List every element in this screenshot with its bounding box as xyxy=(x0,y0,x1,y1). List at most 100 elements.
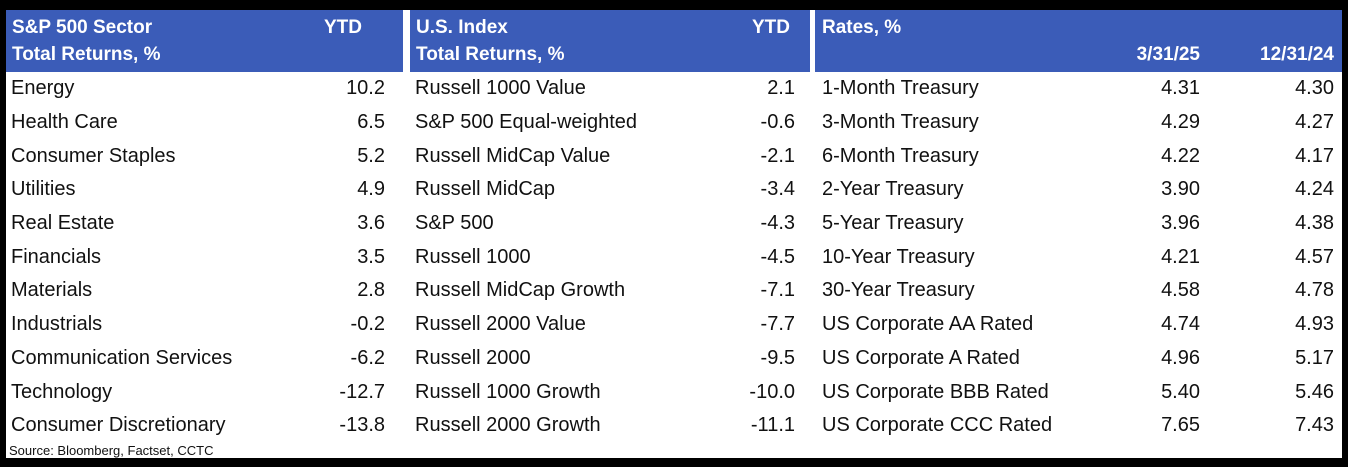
rates-table-header: Rates, % 3/31/25 12/31/24 xyxy=(815,10,1342,72)
row-label: Russell 1000 xyxy=(415,245,531,268)
row-value: 3.5 xyxy=(357,245,385,268)
row-value: 4.17 xyxy=(1295,144,1334,167)
row-value: 3.90 xyxy=(1161,178,1200,201)
table-row: Real Estate 3.6 xyxy=(6,207,403,241)
row-value: 2.1 xyxy=(767,77,795,100)
sector-table-title-line1: S&P 500 Sector xyxy=(12,17,153,38)
row-value: -3.4 xyxy=(760,178,795,201)
row-label: S&P 500 Equal-weighted xyxy=(415,111,638,134)
row-label: 3-Month Treasury xyxy=(822,111,979,134)
row-value: 3.96 xyxy=(1161,212,1200,235)
table-row: Utilities 4.9 xyxy=(6,173,403,207)
row-label: 30-Year Treasury xyxy=(822,279,975,302)
sector-table-title-line2: Total Returns, % xyxy=(12,44,161,65)
row-label: Energy xyxy=(11,77,75,100)
row-value: 4.38 xyxy=(1295,212,1334,235)
table-row: 30-Year Treasury 4.58 4.78 xyxy=(815,274,1342,308)
us-index-returns-table: U.S. Index Total Returns, % YTD Russell … xyxy=(410,10,810,458)
row-value: -13.8 xyxy=(339,414,385,437)
sector-table-title: S&P 500 Sector Total Returns, % xyxy=(6,10,272,72)
row-value: 5.17 xyxy=(1295,346,1334,369)
table-row: 2-Year Treasury 3.90 4.24 xyxy=(815,173,1342,207)
table-row: Consumer Staples 5.2 xyxy=(6,139,403,173)
rates-col-header-prior: 12/31/24 xyxy=(1260,44,1334,65)
row-value: -6.2 xyxy=(350,346,385,369)
row-label: 5-Year Treasury xyxy=(822,212,964,235)
row-value: 4.22 xyxy=(1161,144,1200,167)
row-label: Russell MidCap Value xyxy=(415,144,611,167)
row-label: Communication Services xyxy=(11,346,233,369)
table-row: US Corporate BBB Rated 5.40 5.46 xyxy=(815,375,1342,409)
row-label: US Corporate CCC Rated xyxy=(822,414,1053,437)
row-value: -12.7 xyxy=(339,380,385,403)
row-label: US Corporate AA Rated xyxy=(822,313,1034,336)
us-index-table-header: U.S. Index Total Returns, % YTD xyxy=(410,10,810,72)
spacer xyxy=(815,43,1090,67)
row-value: 4.57 xyxy=(1295,245,1334,268)
row-value: 4.31 xyxy=(1161,77,1200,100)
us-index-table-rows: Russell 1000 Value 2.1 S&P 500 Equal-weigh… xyxy=(410,72,810,443)
row-label: S&P 500 xyxy=(415,212,494,235)
row-label: Health Care xyxy=(11,111,118,134)
table-row: Russell 2000 -9.5 xyxy=(410,342,810,376)
row-value: -0.6 xyxy=(760,111,795,134)
table-row: Russell MidCap -3.4 xyxy=(410,173,810,207)
row-label: Russell 1000 Value xyxy=(415,77,586,100)
row-value: 7.43 xyxy=(1295,414,1334,437)
table-row: Financials 3.5 xyxy=(6,240,403,274)
row-label: Industrials xyxy=(11,313,103,336)
row-label: Consumer Staples xyxy=(11,144,176,167)
table-row: Russell MidCap Growth -7.1 xyxy=(410,274,810,308)
row-value: 4.24 xyxy=(1295,178,1334,201)
sector-table-header: S&P 500 Sector Total Returns, % YTD xyxy=(6,10,403,72)
table-row: Russell 2000 Growth -11.1 xyxy=(410,409,810,443)
table-row: Russell 1000 Growth -10.0 xyxy=(410,375,810,409)
row-value: 2.8 xyxy=(357,279,385,302)
row-label: Russell 2000 Value xyxy=(415,313,586,336)
row-value: 4.21 xyxy=(1161,245,1200,268)
row-value: 4.29 xyxy=(1161,111,1200,134)
row-value: -11.1 xyxy=(750,414,795,437)
row-value: -10.0 xyxy=(749,380,795,403)
row-label: Technology xyxy=(11,380,113,403)
source-note: Source: Bloomberg, Factset, CCTC xyxy=(9,442,214,458)
row-label: Russell MidCap Growth xyxy=(415,279,626,302)
row-value: 4.74 xyxy=(1161,313,1200,336)
row-label: 1-Month Treasury xyxy=(822,77,979,100)
row-value: 5.40 xyxy=(1161,380,1200,403)
table-row: US Corporate A Rated 4.96 5.17 xyxy=(815,342,1342,376)
row-label: Real Estate xyxy=(11,212,115,235)
row-value: 4.30 xyxy=(1295,77,1334,100)
row-value: -9.5 xyxy=(760,346,795,369)
table-row: Industrials -0.2 xyxy=(6,308,403,342)
row-value: 4.78 xyxy=(1295,279,1334,302)
table-row: 6-Month Treasury 4.22 4.17 xyxy=(815,139,1342,173)
row-label: Russell 2000 Growth xyxy=(415,414,601,437)
table-row: Materials 2.8 xyxy=(6,274,403,308)
row-value: 10.2 xyxy=(346,77,385,100)
sector-returns-table: S&P 500 Sector Total Returns, % YTD Ener… xyxy=(6,10,403,458)
table-row: Russell 1000 Value 2.1 xyxy=(410,72,810,106)
rates-table-title: Rates, % xyxy=(822,17,902,38)
row-value: 4.93 xyxy=(1295,313,1334,336)
row-label: US Corporate BBB Rated xyxy=(822,380,1049,403)
sector-table-rows: Energy 10.2 Health Care 6.5 Consumer Staples… xyxy=(6,72,403,443)
row-label: Consumer Discretionary xyxy=(11,414,226,437)
row-value: 5.2 xyxy=(357,144,385,167)
table-row: 5-Year Treasury 3.96 4.38 xyxy=(815,207,1342,241)
table-row: 1-Month Treasury 4.31 4.30 xyxy=(815,72,1342,106)
row-value: -7.1 xyxy=(760,279,795,302)
row-value: -7.7 xyxy=(760,313,795,336)
rates-table-rows: 1-Month Treasury 4.31 4.30 3-Month Treasury… xyxy=(815,72,1342,443)
row-value: -0.2 xyxy=(350,313,385,336)
table-row: Health Care 6.5 xyxy=(6,106,403,140)
row-value: 5.46 xyxy=(1295,380,1334,403)
row-value: 4.27 xyxy=(1295,111,1334,134)
table-row: 10-Year Treasury 4.21 4.57 xyxy=(815,240,1342,274)
table-row: Communication Services -6.2 xyxy=(6,342,403,376)
table-gap xyxy=(810,10,815,458)
sector-ytd-column-header: YTD xyxy=(324,17,362,38)
table-row: US Corporate AA Rated 4.74 4.93 xyxy=(815,308,1342,342)
